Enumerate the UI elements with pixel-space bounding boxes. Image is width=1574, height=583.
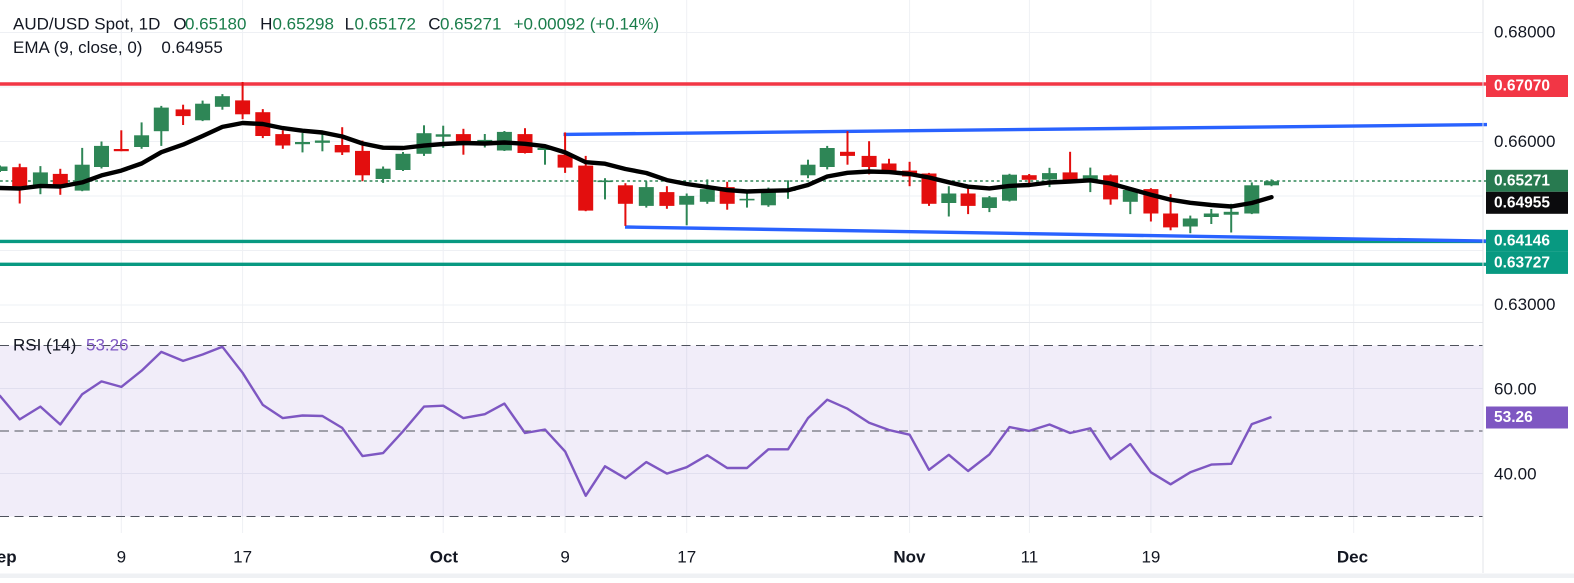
svg-text:0.64146: 0.64146	[1494, 232, 1550, 249]
svg-text:+0.00092 (+0.14%): +0.00092 (+0.14%)	[514, 15, 660, 34]
svg-text:L: L	[345, 15, 354, 34]
svg-text:Dec: Dec	[1337, 548, 1368, 567]
svg-text:Sep: Sep	[0, 548, 17, 567]
svg-text:0.63727: 0.63727	[1494, 254, 1550, 271]
svg-text:0.65271: 0.65271	[1494, 172, 1550, 189]
svg-text:Oct: Oct	[430, 548, 459, 567]
svg-text:0.65298: 0.65298	[273, 15, 334, 34]
svg-text:9: 9	[117, 548, 126, 567]
svg-text:AUD/USD Spot, 1D: AUD/USD Spot, 1D	[13, 15, 160, 34]
svg-text:17: 17	[233, 548, 252, 567]
svg-text:C: C	[428, 15, 440, 34]
svg-text:53.26: 53.26	[1494, 409, 1533, 426]
svg-text:11: 11	[1021, 548, 1039, 567]
svg-text:40.00: 40.00	[1494, 465, 1537, 484]
svg-text:0.66000: 0.66000	[1494, 132, 1555, 151]
svg-text:17: 17	[677, 548, 696, 567]
svg-text:0.65271: 0.65271	[440, 15, 501, 34]
svg-text:0.64955: 0.64955	[1494, 194, 1550, 211]
svg-text:0.63000: 0.63000	[1494, 295, 1555, 314]
svg-text:EMA (9, close, 0): EMA (9, close, 0)	[13, 38, 142, 57]
svg-text:0.67070: 0.67070	[1494, 78, 1550, 95]
svg-text:0.65180: 0.65180	[185, 15, 246, 34]
svg-text:53.26: 53.26	[86, 336, 129, 355]
svg-text:0.65172: 0.65172	[355, 15, 416, 34]
svg-text:9: 9	[560, 548, 569, 567]
svg-text:O: O	[173, 15, 186, 34]
svg-text:19: 19	[1141, 548, 1160, 567]
svg-text:60.00: 60.00	[1494, 380, 1537, 399]
svg-text:Nov: Nov	[893, 548, 926, 567]
svg-text:0.64955: 0.64955	[161, 38, 222, 57]
svg-text:RSI (14): RSI (14)	[13, 336, 76, 355]
svg-text:H: H	[260, 15, 272, 34]
svg-text:0.68000: 0.68000	[1494, 23, 1555, 42]
